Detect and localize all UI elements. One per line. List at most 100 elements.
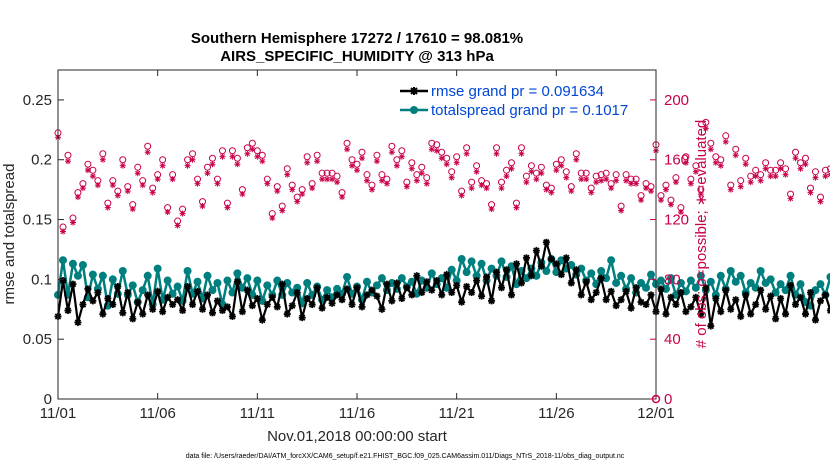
- totalspread-point: [168, 289, 177, 298]
- rmse-point: [418, 289, 426, 297]
- rmse-point: [119, 309, 127, 317]
- rmse-point: [154, 287, 162, 295]
- obs-evaluated-point: [662, 186, 669, 193]
- x-tick-label: 11/16: [339, 405, 375, 422]
- totalspread-point: [223, 276, 232, 285]
- rmse-point: [821, 291, 829, 299]
- totalspread-point: [796, 280, 805, 289]
- y-tick-label: 0.25: [23, 92, 52, 109]
- obs-evaluated-point: [687, 180, 694, 187]
- rmse-point: [737, 312, 745, 320]
- totalspread-point: [706, 277, 715, 286]
- obs-evaluated-point: [787, 195, 794, 202]
- obs-count-layer: [54, 118, 830, 235]
- rmse-point: [388, 297, 396, 305]
- totalspread-point: [666, 274, 675, 283]
- rmse-point: [318, 304, 326, 312]
- rmse-point: [109, 300, 117, 308]
- rmse-point: [647, 291, 655, 299]
- obs-evaluated-point: [299, 191, 306, 198]
- rmse-point: [283, 310, 291, 318]
- rmse-point: [253, 295, 261, 303]
- obs-evaluated-point: [279, 207, 286, 214]
- data-file-footer: data file: /Users/raeder/DAI/ATM_forcXX/…: [186, 453, 625, 460]
- rmse-point: [697, 310, 705, 318]
- obs-evaluated-point: [344, 146, 351, 153]
- totalspread-point: [213, 278, 222, 287]
- rmse-point: [423, 278, 431, 286]
- obs-evaluated-point: [533, 176, 540, 183]
- rmse-point: [547, 255, 555, 263]
- totalspread-point: [253, 276, 262, 285]
- obs-evaluated-point: [204, 170, 211, 177]
- obs-evaluated-point: [194, 180, 201, 187]
- rmse-point: [343, 285, 351, 293]
- obs-evaluated-point: [189, 156, 196, 163]
- obs-evaluated-point: [593, 179, 600, 186]
- rmse-point: [433, 277, 441, 285]
- obs-evaluated-point: [538, 170, 545, 177]
- obs-evaluated-point: [214, 180, 221, 187]
- y2-axis-label: # of obs: o=possible; ∗=evaluated: [693, 120, 710, 349]
- y2-tick-label: 0: [664, 391, 672, 408]
- obs-evaluated-point: [339, 194, 346, 201]
- totalspread-point: [208, 286, 217, 295]
- rmse-point: [577, 291, 585, 299]
- obs-evaluated-point: [498, 185, 505, 192]
- obs-evaluated-point: [493, 150, 500, 157]
- totalspread-point: [362, 277, 371, 286]
- obs-evaluated-point: [59, 228, 66, 235]
- rmse-point: [682, 308, 690, 316]
- totalspread-point: [108, 275, 117, 284]
- obs-evaluated-point: [682, 159, 689, 166]
- obs-evaluated-point: [159, 162, 166, 169]
- rmse-point: [727, 305, 735, 313]
- rmse-point: [806, 289, 814, 297]
- rmse-point: [358, 303, 366, 311]
- rmse-point: [473, 277, 481, 285]
- rmse-point: [782, 310, 790, 318]
- obs-evaluated-point: [777, 165, 784, 172]
- rmse-point: [592, 289, 600, 297]
- rmse-point: [258, 316, 266, 324]
- rmse-point: [742, 291, 750, 299]
- rmse-point: [463, 283, 471, 291]
- obs-evaluated-point: [184, 162, 191, 169]
- rmse-point: [223, 303, 231, 311]
- rmse-point: [667, 293, 675, 301]
- obs-evaluated-point: [558, 162, 565, 169]
- rmse-point: [64, 306, 72, 314]
- rmse-point: [104, 295, 112, 303]
- obs-evaluated-point: [423, 180, 430, 187]
- totalspread-point: [343, 272, 352, 281]
- rmse-point: [413, 272, 421, 280]
- obs-evaluated-point: [403, 183, 410, 190]
- totalspread-point: [412, 289, 421, 298]
- totalspread-point: [273, 276, 282, 285]
- obs-evaluated-point: [139, 182, 146, 189]
- totalspread-point: [233, 269, 242, 278]
- y2-tick-label: 80: [664, 271, 681, 288]
- rmse-point: [522, 254, 530, 262]
- obs-evaluated-point: [528, 168, 535, 175]
- rmse-point: [687, 303, 695, 311]
- obs-evaluated-point: [588, 189, 595, 196]
- obs-evaluated-point: [74, 194, 81, 201]
- y-tick-label: 0.2: [31, 152, 52, 169]
- totalspread-point: [128, 281, 137, 290]
- rmse-point: [752, 300, 760, 308]
- rmse-point: [826, 306, 830, 314]
- rmse-point: [273, 303, 281, 311]
- rmse-point: [333, 291, 341, 299]
- obs-evaluated-point: [618, 207, 625, 214]
- totalspread-point: [477, 259, 486, 268]
- totalspread-point: [597, 266, 606, 275]
- obs-evaluated-point: [757, 177, 764, 184]
- legend-rmse-label: rmse grand pr = 0.091634: [431, 83, 604, 100]
- totalspread-point: [447, 265, 456, 274]
- totalspread-point: [487, 264, 496, 273]
- obs-evaluated-point: [732, 152, 739, 159]
- obs-evaluated-point: [767, 173, 774, 180]
- obs-evaluated-point: [438, 155, 445, 162]
- totalspread-point: [736, 271, 745, 280]
